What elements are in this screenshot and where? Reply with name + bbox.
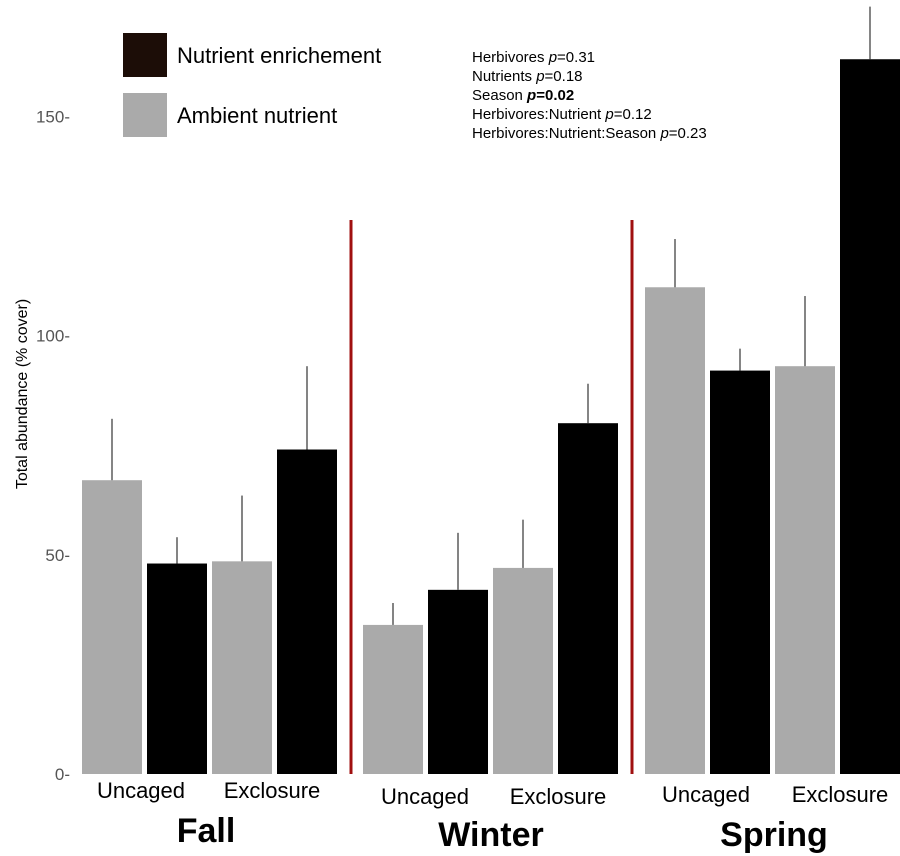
bar xyxy=(82,480,142,774)
stats-line: Herbivores:Nutrient p=0.12 xyxy=(472,106,652,123)
bar xyxy=(493,567,553,774)
bar xyxy=(710,370,770,774)
y-tick-label: 150- xyxy=(36,107,70,126)
stats-line: Herbivores:Nutrient:Season p=0.23 xyxy=(472,125,707,142)
stats-annotation: Herbivores p=0.31 Nutrients p=0.18 Season … xyxy=(472,49,707,142)
legend-swatch xyxy=(123,33,167,77)
y-tick-label: 50- xyxy=(45,546,70,565)
season-label: Winter xyxy=(438,816,543,854)
y-tick-label: 100- xyxy=(36,327,70,346)
bar xyxy=(363,624,423,774)
season-label: Spring xyxy=(720,816,828,854)
y-axis-label: Total abundance (% cover) xyxy=(14,299,31,489)
error-bars xyxy=(111,6,871,625)
y-axis: 0- 50- 100- 150- xyxy=(36,107,70,784)
bar xyxy=(277,449,337,774)
season-separators xyxy=(349,220,634,774)
stats-line: Herbivores p=0.31 xyxy=(472,49,595,66)
stats-line: Nutrients p=0.18 xyxy=(472,68,583,85)
bar xyxy=(775,366,835,774)
x-tick-label: Exclosure xyxy=(510,784,607,809)
stats-line: Season p=0.02 xyxy=(472,87,574,104)
legend: Nutrient enrichement Ambient nutrient xyxy=(123,33,381,137)
bar xyxy=(645,287,705,774)
season-label: Fall xyxy=(177,812,236,850)
bar xyxy=(428,589,488,774)
x-tick-label: Uncaged xyxy=(97,778,185,803)
legend-label: Nutrient enrichement xyxy=(177,43,381,68)
x-tick-label: Uncaged xyxy=(381,784,469,809)
x-axis-labels: Uncaged Exclosure Fall Uncaged Exclosure Wint… xyxy=(97,778,888,854)
x-tick-label: Exclosure xyxy=(224,778,321,803)
bar xyxy=(840,59,900,775)
y-tick-label: 0- xyxy=(55,765,70,784)
bar xyxy=(147,563,207,774)
x-tick-label: Exclosure xyxy=(792,782,889,807)
legend-label: Ambient nutrient xyxy=(177,103,337,128)
bar xyxy=(212,561,272,774)
bars xyxy=(82,59,900,775)
legend-swatch xyxy=(123,93,167,137)
bar xyxy=(558,423,618,774)
x-tick-label: Uncaged xyxy=(662,782,750,807)
